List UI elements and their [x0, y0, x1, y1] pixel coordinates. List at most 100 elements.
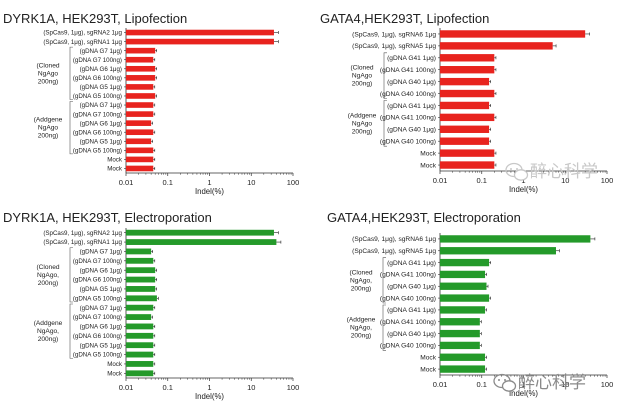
group-label: 200ng): [352, 81, 373, 88]
group-label: 200ng): [38, 78, 59, 85]
group-label: NgAgo: [38, 125, 58, 132]
category-label: (gDNA G40 1μg): [387, 127, 436, 134]
group-label: (Addgene: [348, 112, 377, 119]
bar: [126, 56, 154, 63]
watermark-text-bottom: 醉心科学: [518, 373, 586, 393]
bar: [126, 47, 156, 54]
bar: [126, 29, 274, 36]
category-label: (gDNA G7 1μg): [80, 305, 122, 312]
x-tick-label: 0.01: [119, 178, 134, 187]
bar: [126, 75, 156, 81]
x-axis-label: Indel(%): [509, 389, 538, 398]
group-label: (Addgene: [34, 320, 63, 327]
bar: [440, 270, 486, 279]
category-label: (gDNA G7 100ng): [73, 314, 122, 321]
category-label: Mock: [107, 361, 123, 368]
chart-panel-4: GATA4,HEK293T, Electroporation (SpCas9, 1…: [327, 210, 613, 398]
category-label: (SpCas9, 1μg), sgRNA5 1μg: [352, 43, 436, 50]
category-label: (gDNA G6 100ng): [73, 277, 122, 284]
category-label: (gDNA G40 100ng): [380, 343, 436, 350]
x-axis-label: Indel(%): [195, 187, 224, 196]
bar: [126, 342, 154, 349]
category-label: (gDNA G41 1μg): [387, 260, 436, 267]
category-label: (gDNA G6 100ng): [73, 75, 122, 82]
category-label: (gDNA G7 100ng): [73, 258, 122, 265]
x-tick-label: 1: [207, 383, 211, 392]
bar: [126, 84, 154, 90]
wechat-icon: [493, 373, 517, 392]
bar: [126, 361, 154, 367]
group-label: NgAgo,: [37, 272, 59, 279]
bar: [126, 370, 154, 377]
x-tick-label: 1: [521, 380, 525, 389]
bar: [440, 318, 480, 326]
bar: [126, 147, 154, 154]
category-label: Mock: [420, 366, 436, 373]
bar: [126, 239, 277, 245]
category-label: (gDNA G7 100ng): [73, 111, 122, 118]
category-label: (gDNA G5 100ng): [73, 352, 122, 359]
group-label: NgAgo: [352, 73, 372, 80]
bar: [126, 93, 156, 99]
bar: [126, 267, 156, 274]
x-tick-label: 100: [601, 380, 614, 389]
bar: [440, 247, 556, 255]
bar: [126, 120, 152, 126]
bar: [126, 286, 156, 292]
bar: [126, 165, 154, 172]
bar: [440, 235, 591, 243]
group-label: (Addgene: [347, 317, 376, 324]
category-label: (gDNA G6 1μg): [80, 267, 122, 274]
group-label: 200ng): [38, 336, 59, 343]
category-label: (gDNA G41 100ng): [380, 272, 436, 279]
category-label: (gDNA G5 1μg): [80, 286, 122, 293]
category-label: (gDNA G5 100ng): [73, 148, 122, 155]
category-label: (gDNA G40 100ng): [380, 91, 436, 98]
group-label: (Addgene: [34, 117, 63, 124]
x-tick-label: 100: [287, 178, 300, 187]
x-tick-label: 0.01: [433, 380, 448, 389]
bar: [440, 353, 486, 361]
category-label: (gDNA G41 100ng): [380, 319, 436, 326]
chart-panel-2: GATA4,HEK293T, Lipofection (SpCas9, 1μg),…: [320, 11, 613, 194]
bar: [126, 332, 154, 339]
bar: [126, 111, 154, 117]
group-label: 200ng): [351, 285, 372, 292]
bar: [440, 101, 490, 110]
bar: [126, 229, 274, 236]
category-label: (gDNA G40 100ng): [380, 139, 436, 146]
category-label: (SpCas9, 1μg), sgRNA6 1μg: [352, 236, 436, 243]
bar: [440, 365, 486, 373]
category-label: (gDNA G41 1μg): [387, 55, 436, 62]
bar: [126, 351, 154, 358]
watermark-top: 醉心科学: [505, 162, 598, 182]
category-label: (SpCas9, 1μg), sgRNA2 1μg: [43, 30, 122, 37]
category-label: (gDNA G6 1μg): [80, 324, 122, 331]
x-axis-label: Indel(%): [509, 185, 538, 194]
bar: [440, 125, 490, 133]
group-bracket: [69, 46, 73, 100]
category-label: (SpCas9, 1μg), sgRNA2 1μg: [43, 230, 122, 237]
category-label: (SpCas9, 1μg), sgRNA6 1μg: [352, 31, 436, 38]
chart-panel-3: DYRK1A, HEK293T, Electroporation (SpCas9,…: [3, 210, 299, 401]
bar: [126, 156, 154, 163]
category-label: (gDNA G6 100ng): [73, 129, 122, 136]
category-label: (gDNA G40 100ng): [380, 295, 436, 302]
bar: [440, 294, 490, 302]
group-bracket: [69, 303, 73, 359]
bar: [440, 113, 495, 122]
category-label: Mock: [107, 166, 123, 173]
category-label: (gDNA G7 1μg): [80, 102, 122, 109]
x-tick-label: 1: [207, 178, 211, 187]
bar: [440, 77, 490, 86]
category-label: (gDNA G6 1μg): [80, 66, 122, 73]
category-label: (gDNA G6 100ng): [73, 333, 122, 340]
bar: [440, 329, 480, 338]
bar: [126, 102, 154, 108]
group-label: 200ng): [351, 333, 372, 340]
category-label: (gDNA G5 100ng): [73, 295, 122, 302]
bar: [440, 137, 490, 145]
group-bracket: [383, 52, 387, 99]
group-bracket: [69, 247, 73, 303]
